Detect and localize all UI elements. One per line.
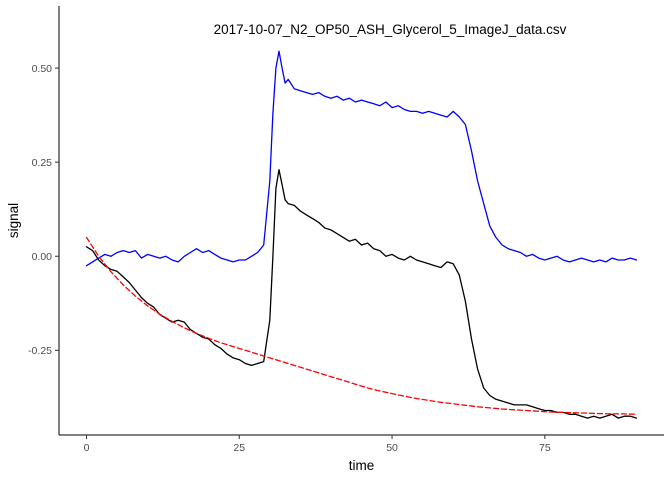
- chart-title: 2017-10-07_N2_OP50_ASH_Glycerol_5_ImageJ…: [214, 22, 567, 37]
- x-tick-label: 0: [84, 442, 90, 454]
- y-ticks: -0.25 0.00 0.25 0.50: [28, 63, 59, 357]
- series-layer: [85, 50, 638, 419]
- y-axis: -0.25 0.00 0.25 0.50: [28, 6, 60, 435]
- y-tick-label: 0.00: [32, 251, 53, 263]
- y-tick-label: 0.25: [32, 157, 53, 169]
- series-line-1: [85, 169, 638, 419]
- y-tick-label: -0.25: [28, 345, 52, 357]
- x-tick-label: 50: [386, 442, 398, 454]
- series-line-2: [85, 236, 638, 415]
- x-tick-label: 25: [233, 442, 245, 454]
- x-axis-title: time: [349, 458, 375, 473]
- plot-area: [85, 50, 638, 419]
- x-tick-label: 75: [539, 442, 551, 454]
- x-axis: 0 25 50 75: [59, 434, 664, 454]
- x-ticks: 0 25 50 75: [84, 435, 551, 454]
- y-axis-title: signal: [6, 203, 21, 238]
- series-line-0: [85, 50, 638, 267]
- y-tick-label: 0.50: [32, 63, 53, 75]
